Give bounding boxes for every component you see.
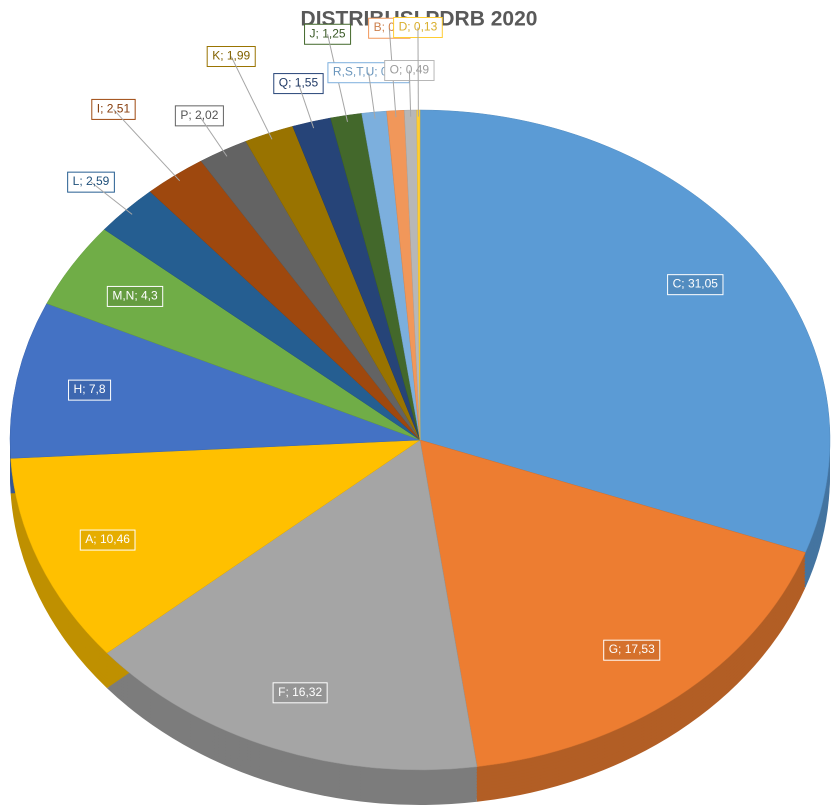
label-category: H	[74, 382, 83, 396]
label-box	[603, 639, 661, 661]
label-value: 1,99	[227, 49, 251, 63]
data-label: G; 17,53	[603, 639, 661, 661]
data-label: J; 1,25	[304, 23, 352, 123]
data-label-text: A; 10,46	[85, 532, 130, 546]
label-separator: ;	[79, 174, 86, 188]
data-label: L; 2,59	[67, 171, 133, 215]
label-value: 1,55	[295, 76, 319, 90]
data-label: Q; 1,55	[273, 73, 324, 129]
label-value: 1,25	[322, 26, 346, 40]
data-label-text: I; 2,51	[97, 102, 131, 116]
label-category: F	[278, 685, 285, 699]
data-label-text: L; 2,59	[73, 174, 110, 188]
label-separator: ;	[93, 532, 100, 546]
label-separator: ;	[382, 20, 389, 34]
label-box	[667, 274, 724, 296]
data-label-text: Q; 1,55	[279, 76, 319, 90]
label-value: 0,13	[414, 20, 438, 34]
label-box	[68, 379, 112, 401]
data-label-text: C; 31,05	[673, 277, 719, 291]
leader-line	[113, 109, 181, 182]
slice	[419, 439, 806, 768]
label-box	[106, 285, 164, 307]
data-label: A; 10,46	[79, 529, 136, 551]
data-label: C; 31,05	[667, 274, 724, 296]
label-category: L	[73, 174, 80, 188]
slice	[9, 303, 421, 459]
label-category: M,N	[112, 289, 134, 303]
label-separator: ;	[134, 289, 141, 303]
slice	[10, 439, 421, 654]
label-box	[272, 682, 328, 704]
label-category: O	[390, 63, 399, 77]
leader-line	[198, 115, 228, 157]
slice	[106, 439, 478, 771]
label-separator: ;	[188, 108, 195, 122]
label-category: B	[374, 20, 382, 34]
label-value: 31,05	[688, 277, 718, 291]
label-value: 2,02	[195, 108, 219, 122]
slice	[419, 109, 831, 553]
label-box	[79, 529, 136, 551]
label-value: 2,59	[86, 174, 110, 188]
label-category: G	[609, 642, 618, 656]
data-label-text: K; 1,99	[212, 49, 250, 63]
data-label: D; 0,13	[393, 17, 443, 117]
data-label: F; 16,32	[272, 682, 328, 704]
data-label-text: H; 7,8	[74, 382, 106, 396]
data-label-text: F; 16,32	[278, 685, 322, 699]
label-value: 10,46	[100, 532, 130, 546]
label-category: A	[85, 532, 93, 546]
label-separator: ;	[220, 49, 227, 63]
data-label-text: M,N; 4,3	[112, 289, 158, 303]
label-separator: ;	[288, 76, 295, 90]
label-box	[304, 23, 352, 45]
label-separator: ;	[316, 26, 323, 40]
label-category: C	[673, 277, 682, 291]
label-category: K	[212, 49, 220, 63]
label-value: 16,32	[292, 685, 322, 699]
label-value: 17,53	[625, 642, 655, 656]
leader-line	[230, 56, 273, 140]
label-separator: ;	[100, 102, 107, 116]
label-category: D	[399, 20, 408, 34]
label-separator: ;	[399, 63, 406, 77]
label-category: I	[97, 102, 100, 116]
label-separator: ;	[681, 277, 688, 291]
data-label-text: D; 0,13	[399, 20, 438, 34]
data-label-text: O; 0,49	[390, 63, 430, 77]
label-separator: ;	[618, 642, 625, 656]
label-value: 0,49	[406, 63, 430, 77]
data-label-text: J; 1,25	[310, 26, 346, 40]
label-category: Q	[279, 76, 288, 90]
data-label: M,N; 4,3	[106, 285, 164, 307]
label-separator: ;	[374, 65, 381, 79]
label-value: 7,8	[89, 382, 106, 396]
data-label: O; 0,49	[384, 59, 435, 117]
label-category: R,S,T,U	[333, 65, 374, 79]
leader-line	[368, 72, 376, 119]
data-label: I; 2,51	[91, 98, 181, 182]
leader-line	[297, 83, 315, 129]
label-category: J	[310, 26, 316, 40]
data-label-text: G; 17,53	[609, 642, 655, 656]
leader-line	[90, 181, 133, 215]
label-category: P	[180, 108, 188, 122]
data-label: K; 1,99	[206, 46, 273, 140]
label-value: 2,51	[107, 102, 131, 116]
data-label: P; 2,02	[174, 105, 228, 157]
label-separator: ;	[285, 685, 292, 699]
label-separator: ;	[82, 382, 89, 396]
label-value: 4,3	[141, 289, 158, 303]
label-separator: ;	[407, 20, 414, 34]
data-label-text: P; 2,02	[180, 108, 218, 122]
leader-line	[408, 70, 412, 117]
data-label: H; 7,8	[68, 379, 112, 401]
